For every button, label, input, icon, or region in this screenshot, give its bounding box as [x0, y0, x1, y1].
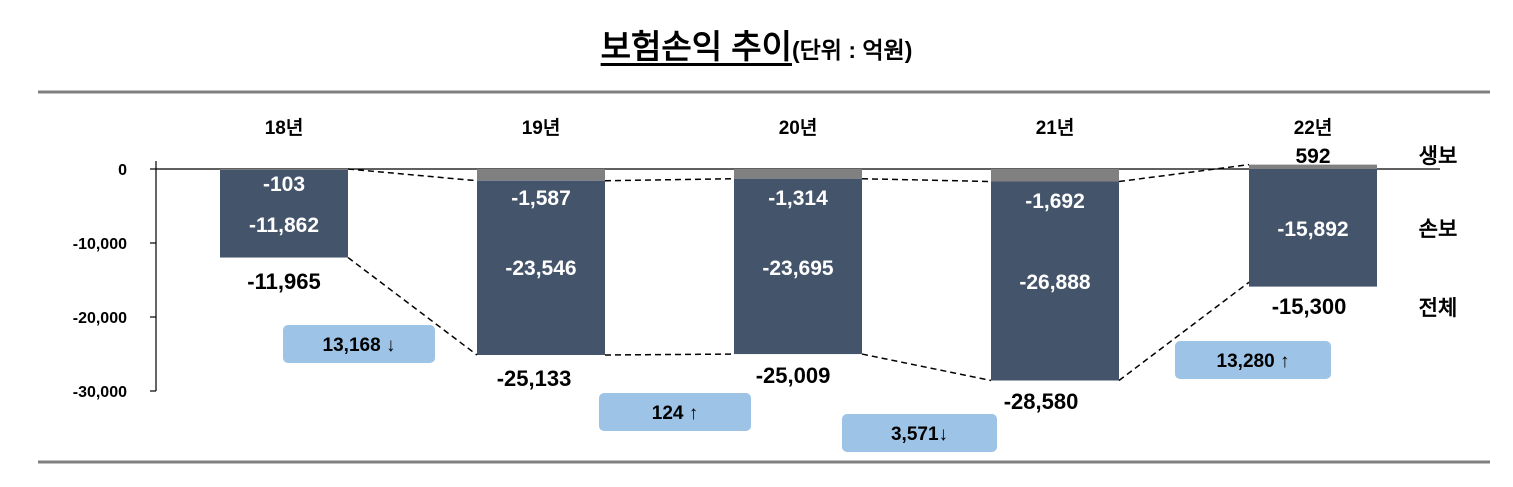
y-tick-label: 0	[118, 162, 127, 179]
title-unit: (단위 : 억원)	[791, 37, 913, 63]
bar-nonlife	[991, 181, 1119, 381]
total-value-label: -25,133	[497, 366, 572, 391]
life-value-label: 592	[1295, 145, 1330, 168]
category-label: 22년	[1294, 117, 1333, 139]
category-label: 19년	[522, 117, 561, 139]
bar-life	[220, 169, 348, 170]
life-value-label: -1,587	[511, 187, 571, 210]
change-box-label: 13,280 ↑	[1217, 351, 1290, 372]
change-box-label: 124 ↑	[652, 403, 698, 424]
bar-life	[477, 169, 605, 181]
change-box-label: 3,571↓	[891, 424, 948, 445]
nonlife-value-label: -23,546	[505, 257, 576, 280]
y-tick-label: -20,000	[73, 310, 127, 327]
connector-top	[1118, 163, 1250, 183]
connector-top	[604, 177, 735, 182]
category-label: 21년	[1036, 117, 1075, 139]
nonlife-value-label: -26,888	[1019, 271, 1091, 294]
connector-bottom	[861, 353, 992, 382]
connector-bottom	[1118, 281, 1250, 382]
chart-title: 보험손익 추이(단위 : 억원)	[0, 20, 1513, 68]
nonlife-value-label: -11,862	[249, 214, 319, 237]
bar-nonlife	[1249, 169, 1377, 287]
life-value-label: -1,692	[1025, 190, 1085, 213]
nonlife-value-label: -23,695	[762, 257, 834, 280]
change-box	[283, 325, 435, 363]
change-box	[842, 414, 997, 452]
connector-bottom	[347, 256, 478, 356]
total-value-label: -11,965	[247, 269, 320, 294]
nonlife-value-label: -15,892	[1277, 218, 1348, 241]
category-label: 18년	[265, 117, 304, 139]
change-box	[599, 393, 751, 431]
y-tick-label: -10,000	[73, 236, 127, 253]
change-box-label: 13,168 ↓	[323, 335, 396, 356]
y-tick-label: -30,000	[73, 384, 127, 401]
category-label: 20년	[779, 117, 818, 139]
total-value-label: -28,580	[1004, 389, 1079, 414]
change-box	[1175, 341, 1331, 379]
bar-life	[734, 169, 862, 179]
legend-life: 생보	[1419, 145, 1458, 168]
connector-top	[347, 168, 478, 182]
bar-life	[1249, 164, 1377, 169]
life-value-label: -1,314	[768, 187, 828, 210]
connector-bottom	[604, 353, 735, 356]
bar-nonlife	[734, 178, 862, 355]
connector-top	[861, 177, 992, 183]
legend-total: 전체	[1419, 297, 1458, 320]
bar-life	[991, 169, 1119, 182]
bar-nonlife	[477, 180, 605, 355]
total-value-label: -25,009	[756, 363, 831, 388]
legend-nonlife: 손보	[1419, 218, 1458, 241]
title-main: 보험손익 추이	[600, 28, 792, 65]
total-value-label: -15,300	[1272, 294, 1347, 319]
bar-nonlife	[220, 169, 348, 258]
life-value-label: -103	[263, 173, 305, 196]
